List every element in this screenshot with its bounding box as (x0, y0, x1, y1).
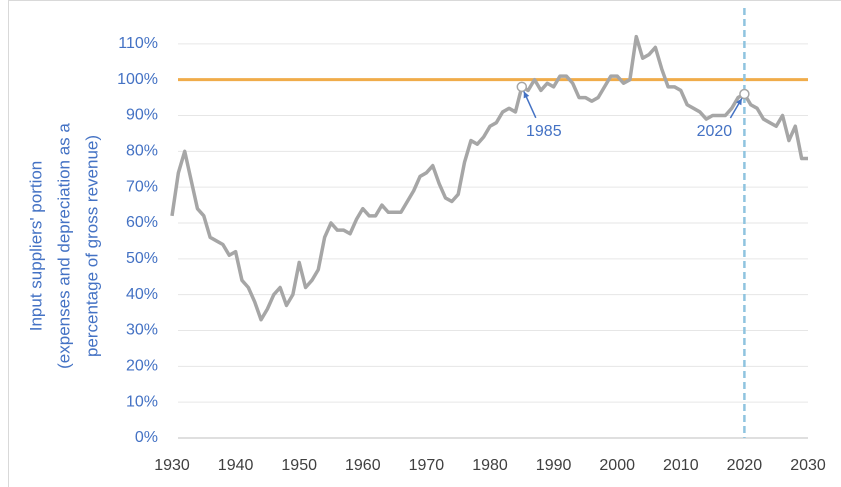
x-tick-label: 1950 (281, 457, 317, 474)
y-tick-label: 60% (126, 214, 158, 231)
y-tick-label: 40% (126, 286, 158, 303)
annotation-marker (739, 88, 750, 100)
annotation-marker (516, 81, 528, 93)
y-tick-label: 80% (126, 143, 158, 160)
annotation-arrowhead (523, 91, 530, 99)
x-tick-label: 2030 (790, 457, 826, 474)
y-tick-label: 30% (126, 322, 158, 339)
annotation-arrowhead (736, 98, 742, 106)
x-tick-label: 2000 (599, 457, 635, 474)
y-axis-label: Input suppliers' portion (26, 161, 45, 332)
x-tick-label: 1960 (345, 457, 381, 474)
y-tick-label: 70% (126, 178, 158, 195)
y-tick-label: 20% (126, 358, 158, 375)
data-line (170, 34, 808, 322)
annotation-label: 2020 (697, 123, 733, 140)
x-tick-label: 1940 (218, 457, 254, 474)
y-tick-label: 0% (135, 429, 158, 446)
frame (8, 0, 841, 487)
annotation-label: 1985 (526, 123, 562, 140)
y-tick-label: 10% (126, 393, 158, 410)
y-axis-label: (expenses and depreciation as a (54, 123, 73, 369)
x-tick-label: 2020 (727, 457, 763, 474)
y-tick-label: 110% (118, 35, 158, 52)
y-axis-label: percentage of gross revenue) (82, 135, 101, 357)
y-tick-label: 90% (126, 107, 158, 124)
x-tick-label: 1970 (409, 457, 445, 474)
y-tick-label: 100% (117, 71, 158, 88)
x-tick-label: 1990 (536, 457, 572, 474)
y-tick-label: 50% (126, 250, 158, 267)
x-tick-label: 2010 (663, 457, 699, 474)
x-tick-label: 1980 (472, 457, 508, 474)
x-tick-label: 1930 (154, 457, 190, 474)
